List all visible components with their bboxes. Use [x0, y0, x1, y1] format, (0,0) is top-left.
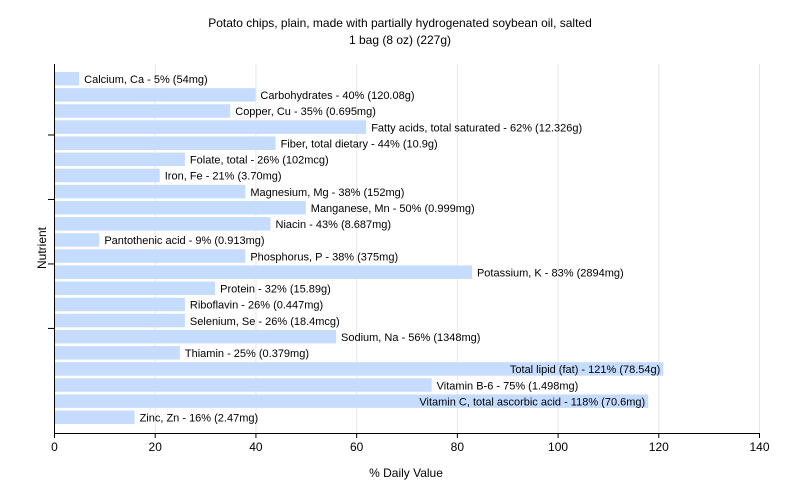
data-label: Vitamin C, total ascorbic acid - 118% (7… — [419, 396, 645, 408]
bar-layer: Calcium, Ca - 5% (54mg) Carbohydrates - 4… — [55, 72, 664, 425]
data-label: Total lipid (fat) - 121% (78.54g) — [510, 364, 660, 376]
data-label: Manganese, Mn - 50% (0.999mg) — [311, 203, 475, 215]
chart-subtitle: 1 bag (8 oz) (227g) — [349, 33, 451, 47]
data-label: Folate, total - 26% (102mcg) — [190, 155, 329, 167]
data-label: Iron, Fe - 21% (3.70mg) — [165, 171, 282, 183]
data-bar — [55, 249, 246, 263]
data-bar — [55, 410, 135, 425]
chart-title: Potato chips, plain, made with partially… — [208, 16, 592, 30]
data-label: Sodium, Na - 56% (1348mg) — [341, 332, 480, 344]
data-bar — [55, 72, 80, 86]
x-tick-label: 140 — [749, 440, 769, 454]
data-label: Fatty acids, total saturated - 62% (12.3… — [371, 122, 582, 134]
data-label: Vitamin B-6 - 75% (1.498mg) — [437, 380, 579, 392]
data-bar — [55, 168, 160, 183]
data-bar — [55, 88, 256, 102]
data-label: Phosphorus, P - 38% (375mg) — [250, 251, 398, 263]
data-bar — [55, 362, 664, 376]
data-bar — [55, 329, 336, 344]
data-label: Carbohydrates - 40% (120.08g) — [260, 90, 414, 102]
data-label: Riboflavin - 26% (0.447mg) — [190, 300, 323, 312]
grid-layer — [154, 64, 760, 433]
data-bar — [55, 265, 472, 279]
data-bar — [55, 281, 216, 296]
x-axis-label: % Daily Value — [369, 466, 443, 480]
data-bar — [55, 104, 231, 118]
data-label: Potassium, K - 83% (2894mg) — [477, 267, 624, 279]
data-bar — [55, 136, 276, 150]
data-label: Magnesium, Mg - 38% (152mg) — [250, 187, 404, 199]
data-label: Zinc, Zn - 16% (2.47mg) — [140, 413, 259, 425]
x-tick-label: 100 — [548, 440, 568, 454]
data-bar — [55, 297, 185, 312]
data-bar — [55, 120, 367, 134]
data-bar — [55, 152, 185, 167]
x-tick-label: 40 — [249, 440, 263, 454]
data-label: Copper, Cu - 35% (0.695mg) — [235, 106, 376, 118]
x-tick-label: 120 — [649, 440, 669, 454]
data-bar — [55, 313, 185, 328]
data-bar — [55, 378, 432, 392]
data-bar — [55, 394, 649, 408]
data-label: Calcium, Ca - 5% (54mg) — [84, 74, 207, 86]
data-bar — [55, 200, 306, 215]
y-axis-label: Nutrient — [35, 226, 49, 269]
data-bar — [55, 184, 246, 199]
data-bar — [55, 217, 271, 231]
axis-layer: 0 20 40 60 80 100 120 140 — [48, 64, 770, 454]
data-bar — [55, 233, 100, 247]
data-bar — [55, 346, 180, 360]
data-label: Selenium, Se - 26% (18.4mcg) — [190, 316, 340, 328]
data-label: Protein - 32% (15.89g) — [220, 284, 331, 296]
x-tick-label: 0 — [51, 440, 58, 454]
data-label: Fiber, total dietary - 44% (10.9g) — [281, 138, 438, 150]
data-label: Niacin - 43% (8.687mg) — [276, 219, 392, 231]
data-label: Pantothenic acid - 9% (0.913mg) — [104, 235, 264, 247]
x-tick-label: 20 — [149, 440, 163, 454]
data-label: Thiamin - 25% (0.379mg) — [185, 348, 309, 360]
x-tick-label: 60 — [350, 440, 364, 454]
x-tick-label: 80 — [451, 440, 465, 454]
